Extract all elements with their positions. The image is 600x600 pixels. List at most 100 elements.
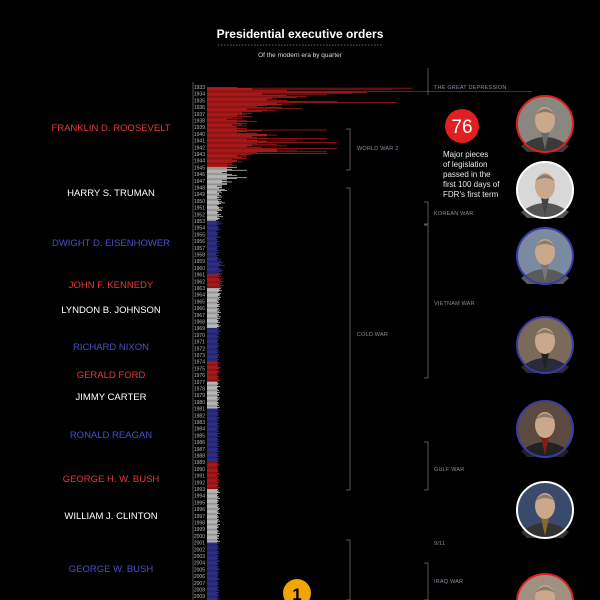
chart-title: Presidential executive orders [217, 27, 384, 41]
event-label: VIETNAM WAR [434, 301, 475, 307]
bar [207, 147, 262, 148]
bar [207, 519, 218, 521]
bar [207, 421, 217, 422]
bar [207, 508, 220, 509]
portrait-tie [541, 353, 549, 371]
bar [207, 507, 218, 509]
bar [207, 289, 220, 291]
bar [207, 277, 218, 278]
president-label: GEORGE W. BUSH [69, 564, 154, 575]
president-label: JOHN F. KENNEDY [69, 280, 154, 291]
bar [207, 472, 217, 473]
bar [207, 374, 218, 375]
bar [207, 400, 218, 401]
bar [207, 364, 219, 365]
year-label: 1969 [194, 326, 205, 332]
bar [207, 580, 217, 581]
bar [207, 431, 219, 432]
bar [207, 292, 218, 293]
bar [207, 242, 218, 244]
portrait-hair [535, 240, 555, 247]
bar [207, 231, 216, 232]
bar [207, 383, 219, 385]
bar [207, 252, 218, 254]
year-label: 1988 [194, 454, 205, 460]
bar [207, 572, 218, 574]
bar [207, 342, 217, 344]
bar [207, 397, 220, 399]
portrait-hair [535, 494, 555, 501]
bar [207, 522, 218, 524]
bar [207, 453, 219, 455]
bar [207, 200, 222, 202]
bar [207, 249, 216, 251]
bar [207, 384, 218, 385]
bar [207, 558, 218, 560]
bar [207, 417, 220, 419]
portrait-border [516, 95, 574, 153]
bar [207, 262, 223, 263]
bar [207, 538, 219, 540]
year-label: 1962 [194, 279, 205, 285]
year-label: 1933 [194, 85, 205, 91]
bar [207, 302, 219, 303]
bar [207, 200, 218, 201]
bar [207, 111, 262, 112]
bar [207, 171, 227, 173]
bar [207, 301, 218, 303]
bar [207, 261, 221, 262]
bar [207, 439, 217, 441]
bar [207, 101, 337, 102]
bar [207, 132, 237, 133]
bar [207, 438, 219, 440]
bar [207, 225, 217, 226]
year-label: 1973 [194, 353, 205, 359]
bar [207, 444, 217, 446]
bar [207, 324, 218, 326]
bar [207, 304, 219, 306]
bar [207, 589, 218, 591]
year-label: 1965 [194, 299, 205, 305]
bar [207, 138, 247, 140]
bar [207, 221, 221, 223]
president-portraits [516, 95, 574, 600]
bar [207, 495, 217, 497]
year-label: 1980 [194, 400, 205, 406]
bar [207, 169, 247, 171]
bar [207, 227, 217, 229]
bar [207, 139, 257, 141]
portrait-hair [535, 108, 555, 115]
bar [207, 550, 218, 551]
bar [207, 172, 222, 174]
bar [207, 318, 220, 319]
president-label: WILLIAM J. CLINTON [64, 511, 157, 522]
portrait-hair [535, 413, 555, 420]
bar [207, 462, 217, 463]
bar [207, 112, 242, 113]
year-label: 1985 [194, 433, 205, 439]
event-label: IRAQ WAR [434, 579, 463, 585]
bar [207, 141, 267, 143]
bar [207, 211, 219, 213]
bar [207, 207, 223, 209]
bar [207, 137, 257, 138]
bar [207, 131, 247, 133]
bar [207, 360, 218, 361]
president-label: FRANKLIN D. ROOSEVELT [51, 123, 170, 134]
bar [207, 175, 227, 177]
bar [207, 209, 221, 210]
bar [207, 155, 237, 157]
bar [207, 107, 302, 109]
year-label: 1943 [194, 152, 205, 158]
bar [207, 284, 221, 286]
bar [207, 121, 257, 122]
bar [207, 597, 217, 598]
bar [207, 317, 218, 318]
bar [207, 148, 337, 149]
bar [207, 264, 220, 266]
bar [207, 443, 219, 445]
bar [207, 213, 217, 215]
portrait-border [516, 573, 574, 600]
bar [207, 293, 220, 295]
bar [207, 391, 217, 392]
